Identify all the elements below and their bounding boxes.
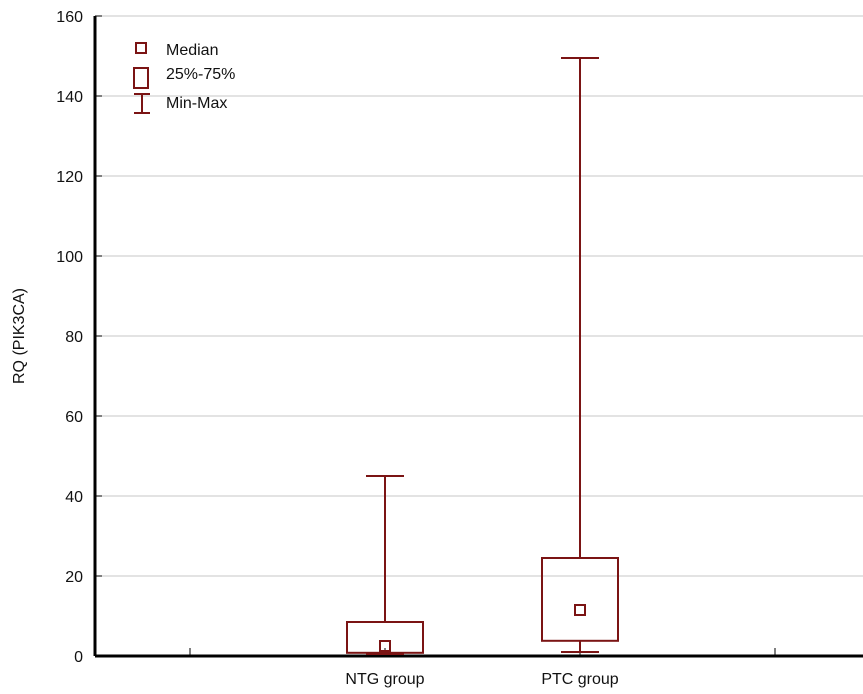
interquartile-box: [541, 557, 619, 642]
legend-label-range: Min-Max: [166, 95, 227, 112]
box-layer: [346, 57, 619, 655]
legend-label-median: Median: [166, 42, 218, 59]
y-tick-label: 140: [56, 89, 83, 106]
interquartile-box: [346, 621, 424, 654]
x-category-label: NTG group: [345, 671, 424, 688]
x-category-label: PTC group: [541, 671, 618, 688]
legend-median-symbol: [135, 42, 147, 54]
y-tick-label: 40: [65, 489, 83, 506]
grid-layer: [95, 15, 863, 577]
y-tick-label: 60: [65, 409, 83, 426]
legend: Median 25%-75% Min-Max: [133, 42, 235, 114]
legend-label-interquartile: 25%-75%: [166, 66, 235, 83]
y-tick-label: 0: [74, 649, 83, 666]
y-tick-label: 20: [65, 569, 83, 586]
y-tick-label: 120: [56, 169, 83, 186]
y-tick-label: 80: [65, 329, 83, 346]
y-axis-title: RQ (PIK3CA): [11, 288, 28, 384]
legend-box-symbol: [133, 67, 149, 89]
median-marker: [379, 640, 391, 652]
y-tick-label: 160: [56, 9, 83, 26]
y-tick-label: 100: [56, 249, 83, 266]
tick-layer: 0 20 40 60 80 100 120 140 160 NTG group PTC group: [56, 9, 776, 688]
median-marker: [574, 604, 586, 616]
